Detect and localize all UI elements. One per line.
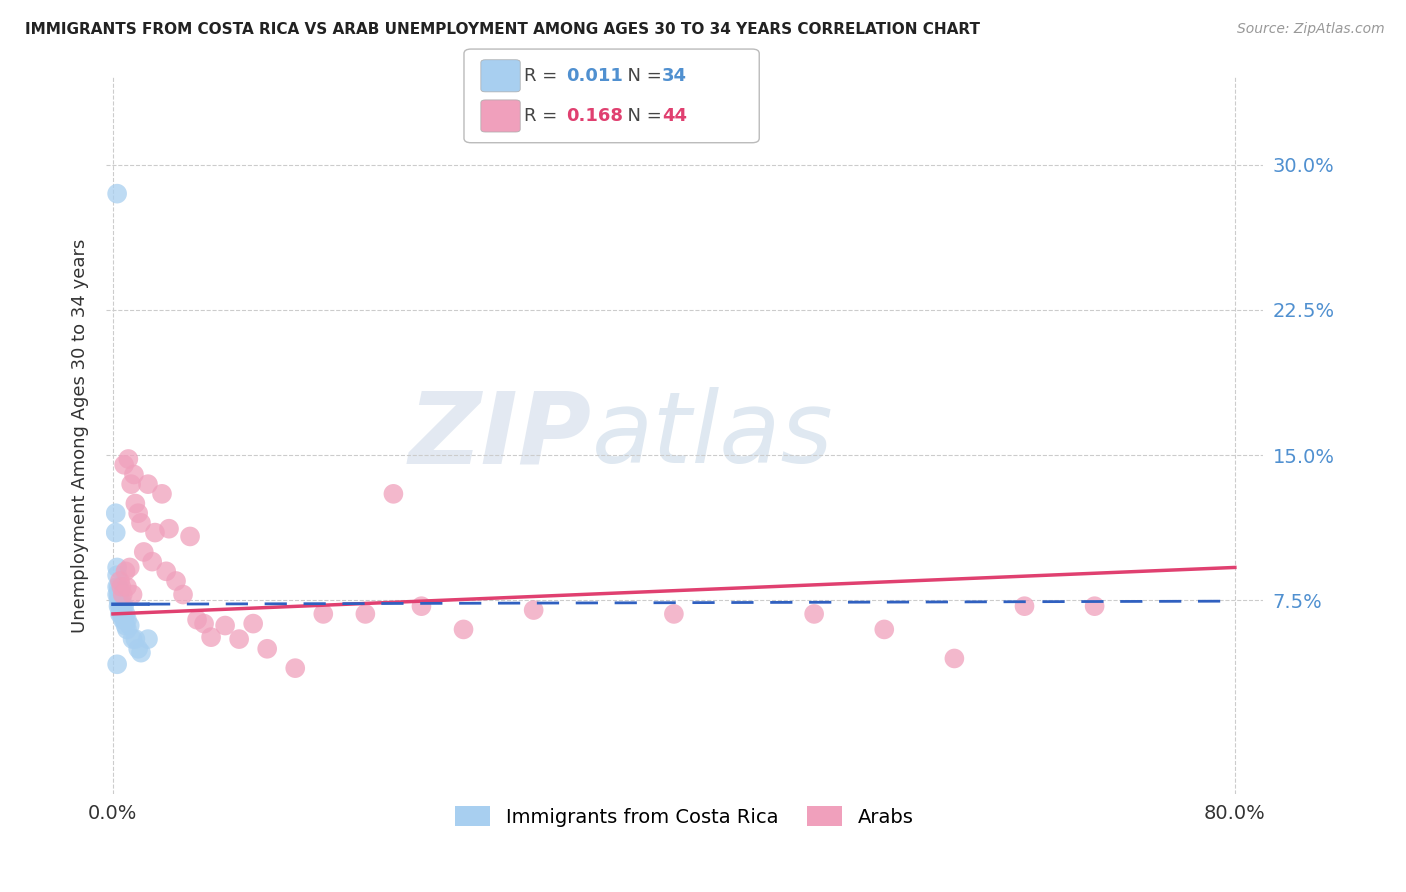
Point xyxy=(108,574,131,588)
Text: 34: 34 xyxy=(662,67,688,85)
Point xyxy=(943,651,966,665)
Point xyxy=(382,487,405,501)
Point xyxy=(200,630,222,644)
Point xyxy=(115,613,138,627)
Point xyxy=(104,525,127,540)
Text: Source: ZipAtlas.com: Source: ZipAtlas.com xyxy=(1237,22,1385,37)
Point xyxy=(1084,599,1107,614)
Point xyxy=(115,623,138,637)
Point xyxy=(110,607,132,621)
Text: ZIP: ZIP xyxy=(409,387,592,484)
Point xyxy=(110,593,132,607)
Point xyxy=(107,593,129,607)
Point xyxy=(157,522,180,536)
Y-axis label: Unemployment Among Ages 30 to 34 years: Unemployment Among Ages 30 to 34 years xyxy=(72,238,89,633)
Point xyxy=(136,477,159,491)
Point xyxy=(129,516,152,530)
Point xyxy=(453,623,475,637)
Point xyxy=(105,580,128,594)
Point xyxy=(129,646,152,660)
Text: R =: R = xyxy=(524,107,564,125)
Point xyxy=(256,641,278,656)
Point xyxy=(284,661,307,675)
Point xyxy=(107,580,129,594)
Point xyxy=(111,588,134,602)
Point xyxy=(112,599,135,614)
Text: 0.168: 0.168 xyxy=(567,107,624,125)
Point xyxy=(179,529,201,543)
Point xyxy=(354,607,377,621)
Point xyxy=(127,506,149,520)
Point xyxy=(105,657,128,672)
Point xyxy=(523,603,546,617)
Point xyxy=(803,607,825,621)
Point xyxy=(228,632,250,646)
Point xyxy=(108,583,131,598)
Point xyxy=(155,564,177,578)
Point xyxy=(242,616,264,631)
Text: IMMIGRANTS FROM COSTA RICA VS ARAB UNEMPLOYMENT AMONG AGES 30 TO 34 YEARS CORREL: IMMIGRANTS FROM COSTA RICA VS ARAB UNEMP… xyxy=(25,22,980,37)
Point xyxy=(1014,599,1036,614)
Point xyxy=(112,458,135,472)
Text: N =: N = xyxy=(616,67,668,85)
Text: atlas: atlas xyxy=(592,387,834,484)
Point xyxy=(104,506,127,520)
Point xyxy=(114,564,136,578)
Point xyxy=(117,452,139,467)
Point xyxy=(214,618,236,632)
Point xyxy=(143,525,166,540)
Point xyxy=(105,560,128,574)
Point xyxy=(411,599,433,614)
Text: 44: 44 xyxy=(662,107,688,125)
Point xyxy=(122,467,145,482)
Point xyxy=(312,607,335,621)
Point xyxy=(118,560,141,574)
Point xyxy=(111,613,134,627)
Point xyxy=(105,186,128,201)
Text: 0.011: 0.011 xyxy=(567,67,623,85)
Point xyxy=(165,574,187,588)
Point xyxy=(108,599,131,614)
Point xyxy=(110,580,132,594)
Point xyxy=(172,588,194,602)
Point xyxy=(108,593,131,607)
Point xyxy=(111,607,134,621)
Text: R =: R = xyxy=(524,67,564,85)
Point xyxy=(118,618,141,632)
Point xyxy=(107,588,129,602)
Point xyxy=(124,632,146,646)
Point xyxy=(141,555,163,569)
Point xyxy=(186,613,208,627)
Point xyxy=(114,618,136,632)
Point xyxy=(112,613,135,627)
Text: N =: N = xyxy=(616,107,668,125)
Point xyxy=(105,588,128,602)
Point xyxy=(107,599,129,614)
Point xyxy=(873,623,896,637)
Point xyxy=(115,580,138,594)
Point xyxy=(662,607,685,621)
Point xyxy=(110,599,132,614)
Point xyxy=(150,487,173,501)
Point xyxy=(124,496,146,510)
Point xyxy=(132,545,155,559)
Point xyxy=(108,607,131,621)
Point xyxy=(193,616,215,631)
Point xyxy=(105,568,128,582)
Point xyxy=(127,641,149,656)
Point xyxy=(111,599,134,614)
Point xyxy=(114,607,136,621)
Point xyxy=(136,632,159,646)
Legend: Immigrants from Costa Rica, Arabs: Immigrants from Costa Rica, Arabs xyxy=(447,798,921,835)
Point xyxy=(121,588,143,602)
Point xyxy=(120,477,142,491)
Point xyxy=(121,632,143,646)
